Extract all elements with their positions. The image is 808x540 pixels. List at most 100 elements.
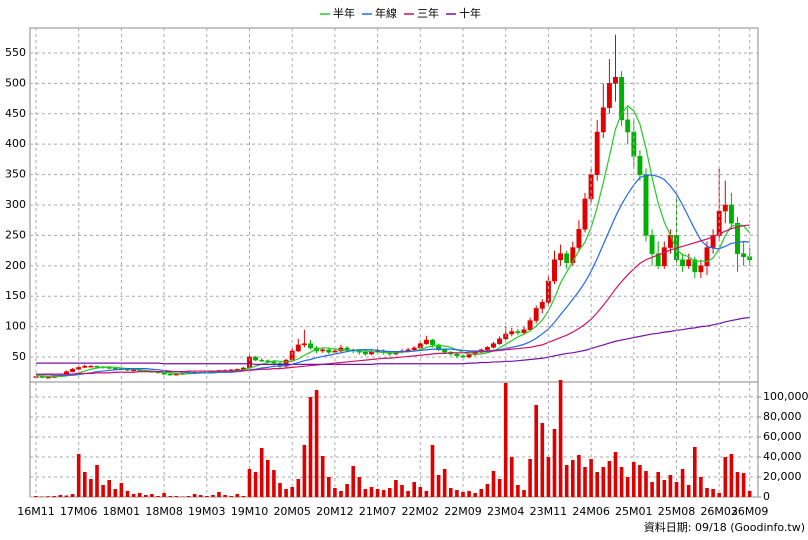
volume-bar [400, 485, 404, 497]
x-tick-label: 18M08 [145, 505, 183, 518]
volume-bar [101, 485, 105, 497]
x-tick-label: 24M06 [572, 505, 610, 518]
candle-body [454, 353, 460, 357]
candle-body [362, 351, 368, 355]
candle-body [45, 376, 51, 379]
candle-body [600, 107, 606, 133]
volume-bar [34, 496, 38, 497]
volume-bar [674, 482, 679, 497]
volume-bar [58, 495, 63, 497]
volume-bar [137, 493, 142, 497]
volume-bar [741, 473, 746, 497]
candle-body [558, 253, 564, 260]
candle-body [704, 247, 710, 267]
candle-body [94, 365, 100, 368]
volume-bar [394, 480, 398, 497]
ma-line [35, 174, 750, 376]
candle-body [637, 156, 643, 175]
volume-bar [198, 495, 203, 497]
volume-bar [217, 492, 221, 497]
volume-bar [589, 459, 593, 497]
candle-body [460, 355, 466, 358]
candle-body [576, 229, 582, 248]
candle-body [509, 331, 515, 335]
candle-body [606, 83, 612, 108]
y-tick-label: 500 [5, 76, 26, 89]
volume-bar [89, 479, 93, 497]
legend-label: 三年 [417, 6, 439, 20]
volume-bar [552, 429, 557, 497]
candle-body [667, 235, 673, 248]
candle-body [442, 349, 448, 353]
candle-body [613, 77, 618, 84]
candle-body [625, 119, 631, 133]
volume-bar [595, 472, 599, 497]
volume-bar [107, 480, 111, 497]
candle-body [106, 367, 112, 369]
volume-bar [278, 483, 282, 497]
volume-bar [479, 489, 484, 497]
y-tick-label: 550 [5, 46, 26, 59]
x-tick-label: 16M11 [17, 505, 55, 518]
candle-body [411, 347, 417, 351]
candle-body [82, 365, 88, 368]
volume-bar [546, 457, 551, 497]
candle-body [680, 259, 686, 267]
volume-bar [241, 496, 246, 497]
candle-body [295, 344, 301, 352]
volume-bar [680, 469, 685, 497]
volume-bar [540, 423, 545, 497]
candle-body [301, 343, 307, 346]
volume-bar [564, 465, 569, 497]
volume-bar [357, 477, 362, 497]
candle-body [405, 349, 411, 352]
volume-bar [345, 484, 349, 497]
volume-bar [510, 457, 514, 497]
x-tick-label: 23M04 [487, 505, 525, 518]
candle-body [125, 368, 130, 371]
candle-body [484, 347, 490, 351]
y-tick-label: 250 [5, 228, 26, 241]
candle-body [259, 359, 265, 362]
volume-frame [29, 381, 759, 498]
volume-bar [601, 467, 606, 497]
candle-body [271, 361, 277, 364]
candle-body [167, 373, 173, 376]
volume-bar [302, 445, 307, 497]
x-tick-label: 20M05 [273, 505, 311, 518]
y-tick-label: 450 [5, 107, 26, 120]
volume-bar [125, 491, 130, 497]
candle-body [344, 347, 350, 351]
volume-bar [235, 494, 240, 497]
volume-bar [46, 496, 50, 497]
volume-bar [156, 496, 160, 497]
volume-bar [113, 489, 118, 497]
volume-bar [705, 488, 709, 497]
volume-bar [461, 492, 465, 497]
volume-bar [314, 390, 319, 497]
volume-bar [625, 477, 630, 497]
y-tick-label: 100,000 [763, 390, 808, 403]
candle-body [619, 77, 625, 121]
candle-body [308, 343, 313, 349]
volume-bar [52, 496, 57, 497]
volume-bar [247, 469, 252, 497]
candle-body [716, 210, 722, 236]
x-tick-label: 18M01 [103, 505, 141, 518]
y-tick-label: 350 [5, 168, 26, 181]
volume-bar [223, 495, 227, 497]
volume-bar [186, 496, 191, 497]
volume-bar [375, 489, 380, 497]
volume-bar [693, 447, 697, 497]
volume-bar [430, 445, 435, 497]
volume-bar [699, 477, 703, 497]
candle-body [527, 320, 533, 330]
volume-bar [668, 475, 673, 497]
volume-bar [442, 469, 447, 497]
volume-bar [76, 454, 81, 497]
x-tick-label: 25M01 [615, 505, 653, 518]
candle-body [686, 259, 692, 267]
x-tick-label: 22M02 [402, 505, 440, 518]
volume-bar [467, 491, 471, 497]
